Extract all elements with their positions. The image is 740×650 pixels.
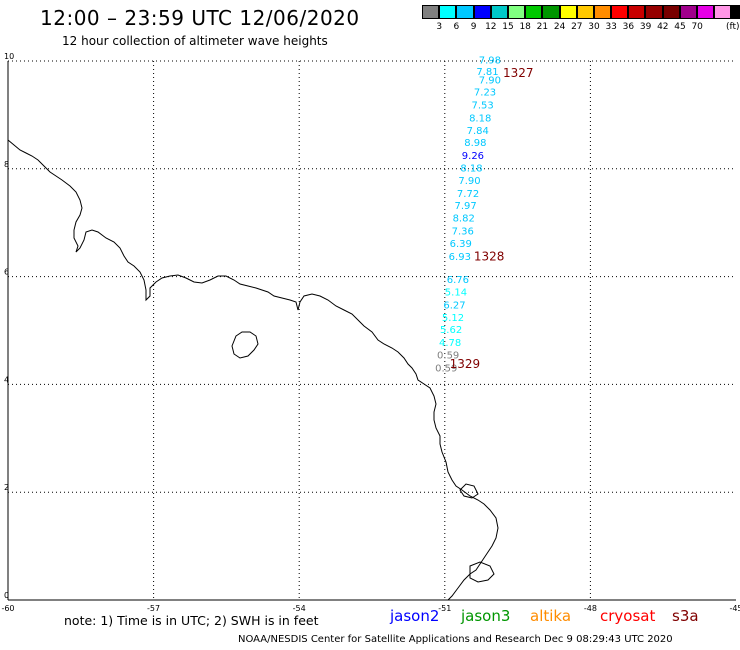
mission-jason2: jason2 xyxy=(390,607,440,625)
colorbar-label: 9 xyxy=(470,22,477,32)
wave-height-value: 7.90 xyxy=(458,176,480,187)
track-number-labels: 1327 1328 1329 xyxy=(450,66,534,371)
map-grid xyxy=(8,60,736,600)
colorbar-label: 6 xyxy=(453,22,460,32)
colorbar-label: 27 xyxy=(571,22,583,32)
wave-height-value: 0.59 xyxy=(435,363,457,374)
colorbar-label: 42 xyxy=(657,22,669,32)
wave-height-value: 5.62 xyxy=(440,325,462,336)
colorbar-label: 12 xyxy=(485,22,497,32)
wave-height-value: 5.12 xyxy=(442,313,464,324)
colorbar-label: 33 xyxy=(605,22,617,32)
y-tick-label: 4 xyxy=(4,375,9,384)
map-frame xyxy=(7,61,736,601)
mission-s3a: s3a xyxy=(672,607,699,625)
colorbar-label: 30 xyxy=(588,22,600,32)
colorbar-swatch xyxy=(525,5,543,19)
x-tick-label: -45 xyxy=(729,604,740,613)
x-tick-label: -57 xyxy=(147,604,160,613)
wave-height-value: 8.98 xyxy=(464,138,486,149)
colorbar-label: 15 xyxy=(502,22,514,32)
coastline xyxy=(7,139,499,601)
x-tick-label: -60 xyxy=(1,604,14,613)
track-number: 1327 xyxy=(503,66,534,80)
wave-height-value: 7.98 xyxy=(479,56,501,67)
axis-tick-labels: -60 -57 -54 -51 -48 -45 0 2 4 6 8 10 xyxy=(1,52,740,613)
colorbar-swatch xyxy=(697,5,715,19)
wave-height-value: 7.36 xyxy=(452,227,474,238)
mission-altika: altika xyxy=(530,607,572,625)
wave-height-value: 6.27 xyxy=(443,300,465,311)
colorbar-label: 45 xyxy=(674,22,686,32)
colorbar-label: 3 xyxy=(436,22,443,32)
mission-cryosat: cryosat xyxy=(600,607,656,625)
units-note: note: 1) Time is in UTC; 2) SWH is in fe… xyxy=(64,613,319,628)
colorbar-swatch xyxy=(714,5,732,19)
y-tick-label: 6 xyxy=(4,268,9,277)
wave-height-value: 6.39 xyxy=(450,239,472,250)
wave-height-track: 7.987.817.907.237.538.187.848.989.268.18… xyxy=(435,56,501,375)
wave-height-value: 8.82 xyxy=(453,214,475,225)
wave-height-colorbar xyxy=(422,5,740,19)
track-number: 1328 xyxy=(474,249,505,263)
colorbar-swatch xyxy=(731,5,740,19)
colorbar-label: 21 xyxy=(536,22,549,32)
wave-height-value: 8.18 xyxy=(469,113,491,124)
colorbar-swatch xyxy=(456,5,474,19)
wave-height-value: 7.72 xyxy=(457,189,479,200)
coastline-estuary xyxy=(459,483,479,499)
x-tick-label: -51 xyxy=(438,604,451,613)
wave-height-value: 5.14 xyxy=(445,287,467,298)
wave-height-value: 6.76 xyxy=(447,275,469,286)
colorbar-swatch xyxy=(645,5,663,19)
colorbar-swatch xyxy=(422,5,440,19)
wave-height-value: 7.53 xyxy=(471,100,493,111)
colorbar-swatch xyxy=(542,5,560,19)
chart-title: 12:00 – 23:59 UTC 12/06/2020 xyxy=(40,6,360,30)
track-number: 1329 xyxy=(450,357,481,371)
colorbar-labels: (ft) 3 6 9 12 15 18 21 24 27 30 33 36 39 42 45 70 xyxy=(422,22,740,34)
colorbar-swatch xyxy=(679,5,697,19)
colorbar-swatch xyxy=(490,5,508,19)
wave-height-value: 4.78 xyxy=(439,338,461,349)
colorbar-unit: (ft) xyxy=(726,22,740,32)
wave-height-value: 8.18 xyxy=(460,163,482,174)
wave-height-value: 9.26 xyxy=(462,151,484,162)
colorbar-label: 70 xyxy=(691,22,703,32)
wave-height-value: 7.23 xyxy=(474,87,496,98)
wave-height-value: 6.93 xyxy=(449,252,471,263)
wave-height-value: 7.90 xyxy=(479,76,501,87)
mission-jason3: jason3 xyxy=(461,607,511,625)
colorbar-swatch xyxy=(662,5,680,19)
colorbar-swatch xyxy=(439,5,457,19)
coastline-delta xyxy=(469,561,495,583)
wave-height-value: 7.97 xyxy=(455,201,477,212)
colorbar-label: 39 xyxy=(639,22,652,32)
x-tick-label: -48 xyxy=(584,604,597,613)
y-tick-label: 10 xyxy=(4,52,14,61)
y-tick-label: 0 xyxy=(4,591,9,600)
wave-height-value: 7.84 xyxy=(467,126,489,137)
chart-subtitle: 12 hour collection of altimeter wave hei… xyxy=(62,34,328,48)
colorbar-swatch xyxy=(473,5,491,19)
colorbar-swatch xyxy=(628,5,646,19)
wave-height-value: 0.59 xyxy=(437,351,459,362)
x-tick-label: -54 xyxy=(293,604,306,613)
y-tick-label: 8 xyxy=(4,160,9,169)
colorbar-swatch xyxy=(593,5,612,19)
coastline-mainland xyxy=(7,139,499,601)
colorbar-swatch xyxy=(507,5,526,19)
colorbar-swatch xyxy=(576,5,594,19)
colorbar-label: 18 xyxy=(519,22,531,32)
colorbar-label: 24 xyxy=(553,22,566,32)
coastline-island xyxy=(231,331,259,359)
y-tick-label: 2 xyxy=(4,483,9,492)
colorbar-swatch xyxy=(611,5,629,19)
colorbar-label: 36 xyxy=(622,22,635,32)
wave-height-value: 7.81 xyxy=(476,67,498,78)
credit-line: NOAA/NESDIS Center for Satellite Applica… xyxy=(238,634,673,645)
colorbar-swatch xyxy=(559,5,577,19)
